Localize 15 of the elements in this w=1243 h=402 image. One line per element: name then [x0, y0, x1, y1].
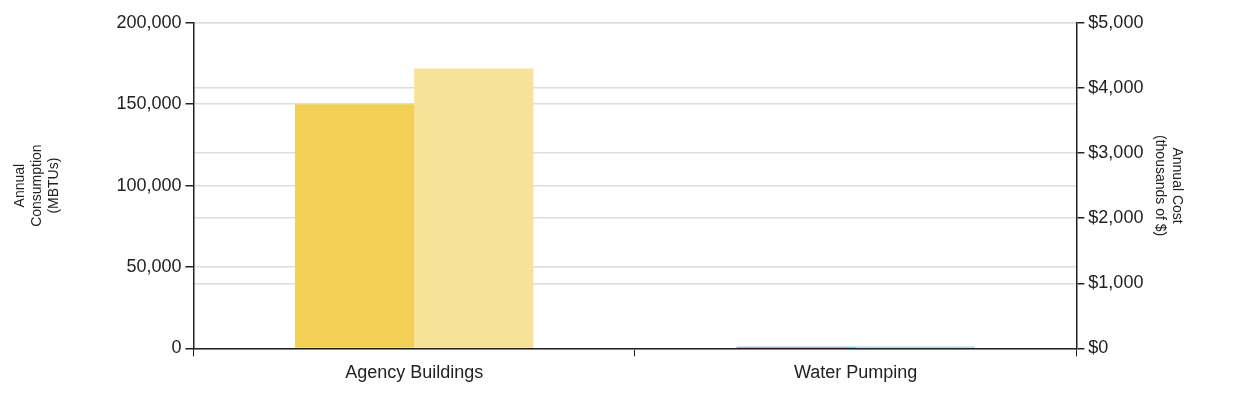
- y2-tick-label: $4,000: [1088, 76, 1144, 97]
- y-tick-label: 200,000: [116, 11, 182, 32]
- y2-tick-label: $2,000: [1088, 207, 1144, 228]
- y2-tick-label: $0: [1088, 337, 1109, 358]
- x-tick-label: Agency Buildings: [345, 362, 484, 383]
- y-tick-label: 0: [171, 337, 182, 358]
- y2-tick-label: $3,000: [1088, 142, 1144, 163]
- y2-tick-label: $1,000: [1088, 272, 1144, 293]
- y-tick-label: 50,000: [126, 255, 182, 276]
- y2-axis-title: Annual Cost (thousands of $): [1152, 135, 1186, 237]
- y-tick-label: 150,000: [116, 93, 182, 114]
- x-tick-label: Water Pumping: [793, 362, 918, 383]
- y-tick-label: 100,000: [116, 174, 182, 195]
- y-axis-title: Annual Consumption (MBTUs): [11, 144, 61, 227]
- y2-tick-label: $5,000: [1088, 11, 1144, 32]
